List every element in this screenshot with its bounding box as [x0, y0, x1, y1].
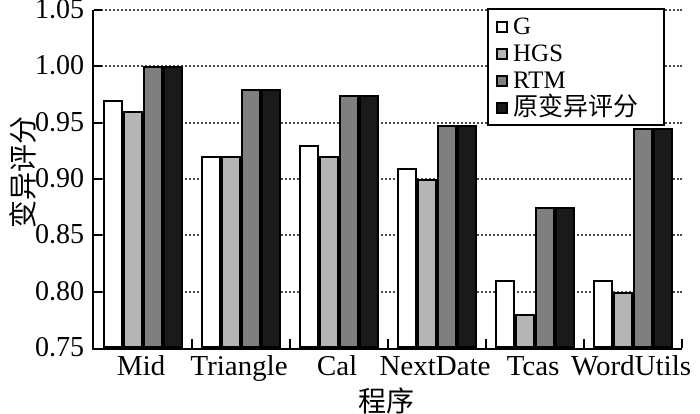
y-tick-label-0.95: 0.95: [35, 106, 84, 138]
bar-WordUtils-G: [593, 280, 613, 348]
gridline-0.95: [94, 121, 682, 124]
legend-label-0: G: [513, 13, 532, 40]
x-tick: [485, 339, 487, 348]
x-axis-title: 程序: [357, 387, 415, 414]
plot-area: [92, 9, 683, 350]
legend-label-2: RTM: [513, 67, 566, 94]
y-tick: [94, 65, 102, 68]
legend-swatch-3: [496, 101, 508, 114]
legend-item-2: RTM: [496, 67, 658, 94]
bar-Tcas-原变异评分: [555, 207, 575, 348]
bar-WordUtils-原变异评分: [653, 128, 673, 348]
legend-rows: G HGS RTM 原变异评分: [496, 13, 658, 121]
x-tick-label-NextDate: NextDate: [379, 350, 491, 382]
bar-Mid-G: [103, 100, 123, 348]
y-tick-label-0.80: 0.80: [35, 275, 84, 307]
y-tick: [94, 290, 102, 293]
x-tick: [681, 339, 683, 348]
y-tick-label-0.90: 0.90: [35, 163, 84, 194]
gridline-0.90: [94, 178, 682, 180]
x-tick-label-WordUtils: WordUtils: [570, 350, 692, 382]
bar-Triangle-RTM: [241, 88, 261, 348]
gridline-1.05: [94, 9, 682, 11]
bar-Mid-HGS: [123, 111, 143, 348]
bar-Triangle-G: [201, 156, 221, 348]
legend-label-1: HGS: [513, 40, 564, 67]
y-tick: [94, 9, 102, 11]
x-tick: [191, 339, 193, 348]
bar-WordUtils-HGS: [613, 291, 633, 348]
bar-Tcas-HGS: [515, 314, 535, 348]
bar-Tcas-G: [495, 280, 515, 348]
bar-Triangle-原变异评分: [261, 88, 281, 348]
legend: G HGS RTM 原变异评分: [487, 8, 665, 126]
gridline-0.80: [94, 290, 682, 293]
bar-Cal-G: [299, 145, 319, 348]
bar-NextDate-原变异评分: [457, 124, 477, 348]
x-tick-label-Mid: Mid: [116, 350, 166, 382]
legend-label-3: 原变异评分: [513, 94, 639, 121]
legend-swatch-2: [496, 74, 508, 87]
bar-Mid-原变异评分: [163, 66, 183, 348]
legend-item-0: G: [496, 13, 658, 40]
y-tick-label-0.75: 0.75: [35, 332, 84, 363]
x-tick: [289, 339, 291, 348]
legend-swatch-0: [496, 20, 508, 33]
y-tick-label-0.85: 0.85: [35, 219, 84, 251]
bar-Cal-RTM: [339, 94, 359, 348]
legend-swatch-1: [496, 47, 508, 60]
x-tick: [387, 339, 389, 348]
bar-NextDate-G: [397, 167, 417, 348]
legend-item-1: HGS: [496, 40, 658, 67]
bar-NextDate-RTM: [437, 124, 457, 348]
bar-Mid-RTM: [143, 66, 163, 348]
bar-Cal-HGS: [319, 156, 339, 348]
y-tick-label-1.00: 1.00: [35, 50, 84, 82]
x-tick: [583, 339, 585, 348]
bar-NextDate-HGS: [417, 179, 437, 348]
x-tick-label-Tcas: Tcas: [506, 350, 560, 382]
bar-Tcas-RTM: [535, 207, 555, 348]
legend-item-3: 原变异评分: [496, 94, 658, 121]
x-tick-label-Cal: Cal: [316, 350, 358, 382]
y-tick: [94, 178, 102, 180]
bar-WordUtils-RTM: [633, 128, 653, 348]
y-tick-label-1.05: 1.05: [35, 0, 84, 25]
bar-Triangle-HGS: [221, 156, 241, 348]
bar-Cal-原变异评分: [359, 94, 379, 348]
y-tick: [94, 234, 102, 237]
gridline-1.00: [94, 65, 682, 68]
x-tick-label-Triangle: Triangle: [190, 350, 288, 382]
gridline-0.85: [94, 234, 682, 237]
y-tick: [94, 121, 102, 124]
